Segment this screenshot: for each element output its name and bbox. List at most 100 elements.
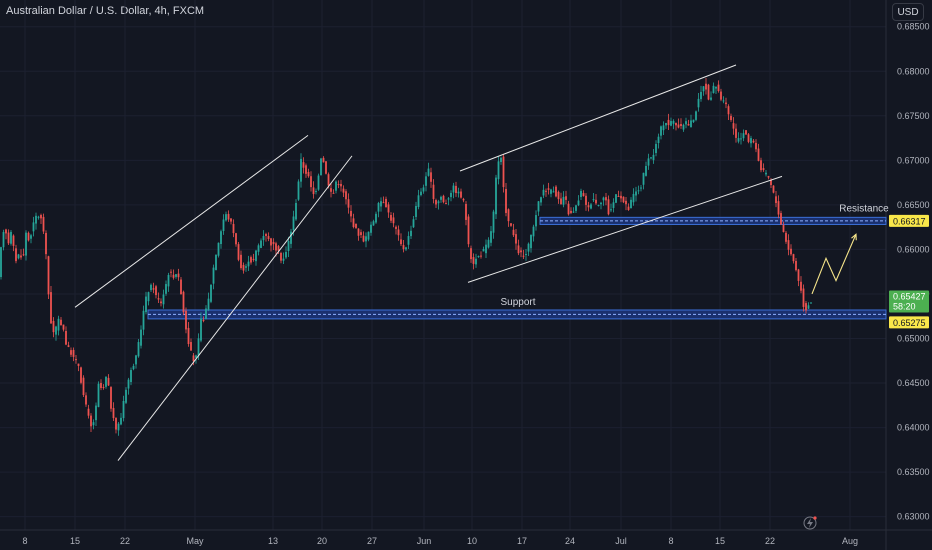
candle-body — [792, 254, 795, 262]
time-tick-label: 22 — [120, 536, 130, 546]
time-tick-label: 10 — [467, 536, 477, 546]
candle-body — [275, 243, 277, 251]
candle-body — [615, 194, 617, 203]
candle-body — [277, 246, 280, 251]
candle-body — [85, 395, 87, 405]
candle-body — [597, 205, 600, 207]
candle-body — [17, 254, 20, 259]
candle-body — [222, 219, 225, 231]
candle-body — [210, 284, 212, 302]
candle-body — [627, 206, 630, 211]
time-tick-label: Jul — [615, 536, 627, 546]
candle-body — [770, 179, 772, 186]
chart-title: Australian Dollar / U.S. Dollar, 4h, FXC… — [6, 5, 205, 17]
candle-body — [625, 200, 627, 205]
candle-body — [630, 199, 632, 209]
candle-body — [412, 219, 415, 228]
candle-body — [662, 125, 665, 131]
candle-body — [582, 193, 585, 197]
candle-body — [70, 350, 72, 355]
candle-body — [445, 203, 447, 205]
price-tick-label: 0.63500 — [897, 467, 930, 477]
price-tick-label: 0.66000 — [897, 244, 930, 254]
candle-body — [302, 162, 305, 168]
candle-body — [640, 187, 642, 189]
candle-body — [72, 349, 75, 357]
candle-body — [667, 119, 670, 126]
candle-body — [282, 258, 285, 261]
candle-body — [152, 288, 155, 290]
candle-body — [722, 100, 725, 102]
candle-body — [185, 310, 187, 330]
candle-body — [242, 264, 245, 271]
candle-body — [692, 119, 695, 123]
price-tick-label: 0.65000 — [897, 333, 930, 343]
candle-body — [287, 240, 290, 251]
candle-body — [295, 202, 297, 220]
candle-body — [602, 197, 605, 201]
support-label: Support — [500, 297, 535, 308]
candle-body — [95, 405, 97, 421]
candle-body — [580, 190, 582, 197]
candle-body — [432, 184, 435, 200]
candle-body — [740, 138, 742, 140]
candle-body — [285, 251, 287, 258]
candle-body — [515, 234, 517, 244]
candle-body — [460, 191, 462, 198]
grid-lines — [0, 0, 886, 530]
candles — [0, 77, 812, 436]
candle-body — [735, 128, 737, 138]
candle-body — [202, 320, 205, 322]
candle-body — [600, 202, 602, 205]
candle-body — [50, 292, 52, 324]
candle-body — [510, 223, 512, 226]
time-tick-label: 15 — [70, 536, 80, 546]
candle-body — [77, 363, 80, 366]
candle-body — [402, 245, 405, 250]
candle-body — [790, 248, 792, 255]
candle-body — [327, 174, 330, 186]
candle-body — [487, 239, 490, 248]
candle-body — [0, 247, 2, 278]
candle-body — [475, 258, 477, 265]
candle-body — [230, 218, 232, 222]
candle-body — [125, 389, 127, 403]
candle-body — [97, 383, 100, 408]
candle-body — [325, 161, 327, 174]
candle-body — [430, 172, 432, 182]
candle-body — [642, 172, 645, 185]
candle-body — [760, 160, 762, 171]
candle-body — [400, 239, 402, 245]
candle-body — [252, 258, 255, 260]
candle-body — [260, 240, 262, 248]
candle-body — [65, 331, 67, 345]
candle-body — [112, 407, 115, 419]
candle-body — [772, 185, 775, 193]
candle-body — [462, 198, 465, 201]
time-tick-label: 27 — [367, 536, 377, 546]
candle-body — [397, 229, 400, 236]
candle-body — [280, 252, 282, 261]
candle-body — [795, 260, 797, 271]
candle-body — [190, 342, 192, 351]
candle-body — [742, 133, 745, 139]
candle-body — [47, 256, 50, 295]
candle-body — [75, 359, 77, 361]
candle-body — [127, 379, 130, 389]
price-tick-label: 0.66500 — [897, 200, 930, 210]
currency-button[interactable]: USD — [892, 3, 924, 21]
candle-body — [107, 377, 110, 386]
candle-body — [20, 255, 22, 258]
candle-body — [300, 158, 302, 182]
time-tick-label: 15 — [715, 536, 725, 546]
candle-body — [587, 205, 590, 208]
candle-body — [102, 386, 105, 388]
candle-body — [522, 255, 525, 257]
candle-body — [42, 216, 45, 232]
candle-body — [165, 284, 167, 294]
candle-body — [362, 235, 365, 242]
trend-channels — [74, 64, 783, 461]
candle-body — [250, 257, 252, 263]
candle-body — [755, 142, 757, 150]
